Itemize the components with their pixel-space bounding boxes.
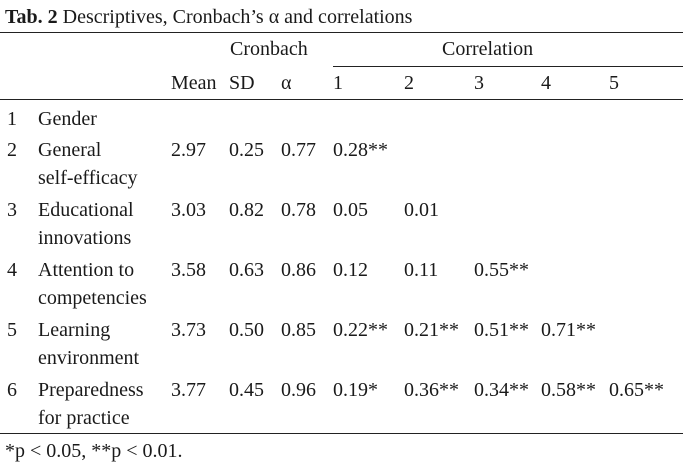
column-header-correlation-2: 2 xyxy=(404,72,414,94)
sd-value: 0.50 xyxy=(229,319,264,341)
variable-name-line: Learning xyxy=(38,319,111,341)
alpha-value: 0.77 xyxy=(281,139,316,161)
column-header-sd: SD xyxy=(229,72,255,94)
bottom-rule xyxy=(0,433,683,434)
correlation-group-header: Correlation xyxy=(442,38,534,60)
mean-value: 3.77 xyxy=(171,379,206,401)
column-header-correlation-3: 3 xyxy=(474,72,484,94)
variable-name-line: competencies xyxy=(38,287,147,309)
table-caption-label: Tab. 2 xyxy=(5,6,58,28)
row-number: 6 xyxy=(7,379,17,401)
row-number: 5 xyxy=(7,319,17,341)
sd-value: 0.25 xyxy=(229,139,264,161)
variable-name-line: Gender xyxy=(38,108,97,130)
variable-name-line: General xyxy=(38,139,102,161)
column-header-correlation-5: 5 xyxy=(609,72,619,94)
correlation-value: 0.71** xyxy=(541,319,596,341)
variable-name-line: for practice xyxy=(38,407,130,429)
variable-name-line: environment xyxy=(38,347,140,369)
row-number: 4 xyxy=(7,259,17,281)
variable-name-line: Preparedness xyxy=(38,379,144,401)
row-number: 2 xyxy=(7,139,17,161)
table-footnote: *p < 0.05, **p < 0.01. xyxy=(5,440,183,462)
correlation-value: 0.28** xyxy=(333,139,388,161)
sd-value: 0.82 xyxy=(229,199,264,221)
correlation-value: 0.55** xyxy=(474,259,529,281)
correlation-value: 0.05 xyxy=(333,199,368,221)
alpha-value: 0.85 xyxy=(281,319,316,341)
correlation-value: 0.19* xyxy=(333,379,378,401)
sd-value: 0.63 xyxy=(229,259,264,281)
correlation-value: 0.01 xyxy=(404,199,439,221)
mean-value: 3.73 xyxy=(171,319,206,341)
table-caption-title: Descriptives, Cronbach’s α and correlati… xyxy=(62,6,413,28)
column-header-alpha: α xyxy=(281,72,292,94)
correlation-value: 0.11 xyxy=(404,259,439,281)
mean-value: 2.97 xyxy=(171,139,206,161)
cronbach-group-header: Cronbach xyxy=(230,38,308,60)
row-number: 3 xyxy=(7,199,17,221)
variable-name-line: self-efficacy xyxy=(38,167,138,189)
table-caption: Tab. 2 Descriptives, Cronbach’s α and co… xyxy=(5,4,412,30)
row-number: 1 xyxy=(7,108,17,130)
correlation-value: 0.21** xyxy=(404,319,459,341)
variable-name-line: innovations xyxy=(38,227,132,249)
correlation-value: 0.65** xyxy=(609,379,664,401)
variable-name-line: Attention to xyxy=(38,259,135,281)
alpha-value: 0.86 xyxy=(281,259,316,281)
column-header-correlation-1: 1 xyxy=(333,72,343,94)
correlation-value: 0.22** xyxy=(333,319,388,341)
correlation-value: 0.51** xyxy=(474,319,529,341)
header-rule xyxy=(0,99,683,100)
column-header-mean: Mean xyxy=(171,72,217,94)
correlation-value: 0.34** xyxy=(474,379,529,401)
column-header-correlation-4: 4 xyxy=(541,72,551,94)
correlation-group-rule xyxy=(333,66,683,67)
sd-value: 0.45 xyxy=(229,379,264,401)
alpha-value: 0.78 xyxy=(281,199,316,221)
variable-name-line: Educational xyxy=(38,199,134,221)
mean-value: 3.58 xyxy=(171,259,206,281)
correlation-value: 0.58** xyxy=(541,379,596,401)
correlation-value: 0.12 xyxy=(333,259,368,281)
mean-value: 3.03 xyxy=(171,199,206,221)
alpha-value: 0.96 xyxy=(281,379,316,401)
correlation-value: 0.36** xyxy=(404,379,459,401)
top-rule xyxy=(0,32,683,33)
